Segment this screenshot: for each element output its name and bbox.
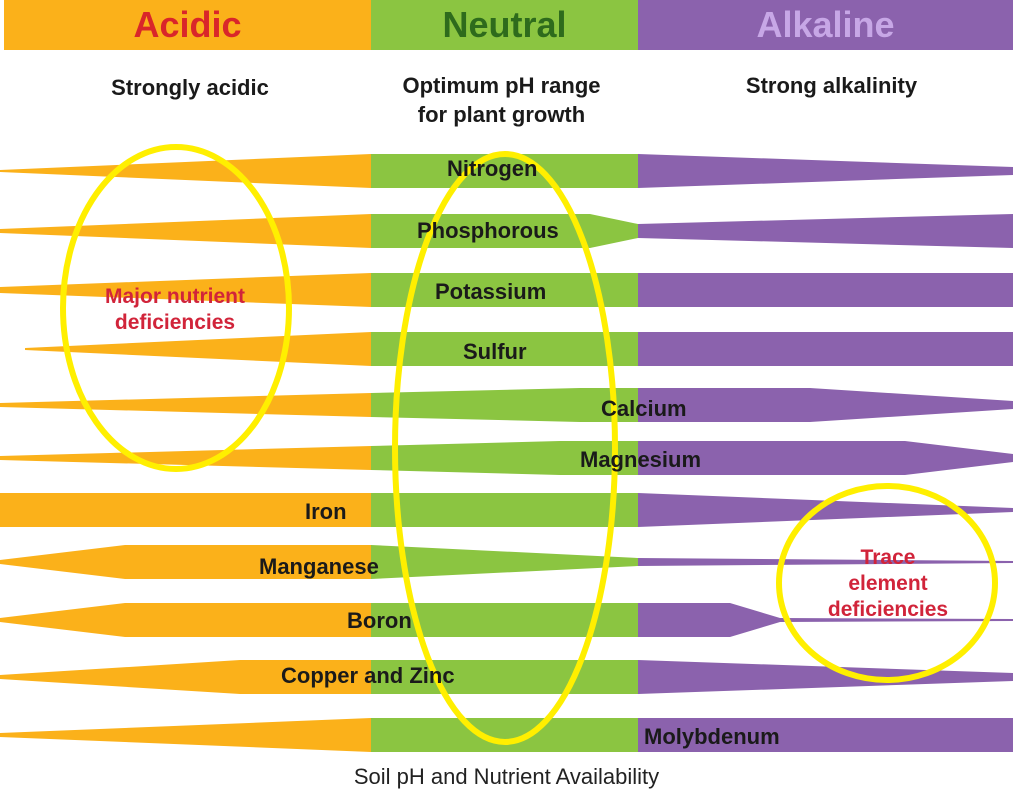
band-calcium-acidic bbox=[0, 393, 371, 417]
band-phosphorous-neutral bbox=[371, 214, 638, 248]
major-note-line1: Major nutrient bbox=[105, 285, 245, 308]
diagram-caption: Soil pH and Nutrient Availability bbox=[353, 764, 660, 789]
band-manganese-neutral bbox=[371, 545, 638, 579]
band-iron-alkaline bbox=[638, 493, 1013, 527]
band-sulfur-acidic bbox=[25, 332, 371, 366]
band-magnesium-alkaline bbox=[638, 441, 1013, 475]
nutrient-label-molybdenum: Molybdenum bbox=[644, 724, 780, 749]
band-boron-neutral bbox=[371, 603, 638, 637]
band-iron-neutral bbox=[371, 493, 638, 527]
band-calcium-alkaline bbox=[638, 388, 1013, 422]
alkaline-label: Alkaline bbox=[756, 4, 895, 45]
nutrient-label-calcium: Calcium bbox=[601, 396, 687, 421]
nutrient-label-phosphorous: Phosphorous bbox=[417, 218, 559, 243]
alkaline-description-text: Strong alkalinity bbox=[745, 73, 918, 98]
major-note-line2: deficiencies bbox=[114, 311, 236, 334]
alkaline-description: Strong alkalinity bbox=[690, 71, 973, 100]
nutrient-label-copper-zinc: Copper and Zinc bbox=[281, 663, 455, 688]
acidic-label: Acidic bbox=[133, 4, 242, 45]
neutral-description: Optimum pH range for plant growth bbox=[360, 71, 643, 129]
band-potassium-acidic bbox=[0, 273, 371, 307]
optimum-range-ring bbox=[392, 151, 618, 745]
nutrient-label-nitrogen: Nitrogen bbox=[447, 156, 538, 181]
band-nitrogen-neutral bbox=[371, 154, 638, 188]
nutrient-label-sulfur: Sulfur bbox=[463, 339, 527, 364]
neutral-label: Neutral bbox=[442, 4, 567, 45]
band-potassium-alkaline bbox=[638, 273, 1013, 307]
trace-note-line2: element bbox=[848, 572, 928, 595]
band-copper-and-zinc-alkaline bbox=[638, 660, 1013, 694]
nutrient-label-iron: Iron bbox=[305, 499, 347, 524]
acidic-description: Strongly acidic bbox=[40, 73, 340, 102]
neutral-description-line2: for plant growth bbox=[417, 102, 586, 127]
nutrient-label-manganese: Manganese bbox=[259, 554, 379, 579]
band-copper-and-zinc-acidic bbox=[0, 660, 371, 694]
neutral-description-line1: Optimum pH range bbox=[402, 73, 601, 98]
trace-note-line3: deficiencies bbox=[827, 598, 949, 621]
band-calcium-neutral bbox=[371, 388, 638, 422]
trace-deficiency-note: Trace element deficiencies bbox=[788, 545, 988, 623]
band-phosphorous-acidic bbox=[0, 214, 371, 248]
nutrient-label-potassium: Potassium bbox=[435, 279, 547, 304]
band-sulfur-neutral bbox=[371, 332, 638, 366]
band-molybdenum-alkaline bbox=[638, 718, 1013, 752]
band-manganese-alkaline bbox=[638, 558, 1013, 566]
band-boron-alkaline bbox=[638, 603, 1013, 637]
band-molybdenum-acidic bbox=[0, 718, 371, 752]
alkaline-header: Alkaline bbox=[638, 0, 1013, 50]
nutrient-label-magnesium: Magnesium bbox=[580, 447, 702, 472]
band-nitrogen-acidic bbox=[0, 154, 371, 188]
acidic-description-text: Strongly acidic bbox=[111, 75, 269, 100]
nutrient-label-boron: Boron bbox=[347, 608, 412, 633]
band-nitrogen-alkaline bbox=[638, 154, 1013, 188]
band-molybdenum-neutral bbox=[371, 718, 638, 752]
major-deficiency-note: Major nutrient deficiencies bbox=[70, 284, 280, 336]
band-phosphorous-alkaline bbox=[638, 214, 1013, 248]
band-potassium-neutral bbox=[371, 273, 638, 307]
band-magnesium-neutral bbox=[371, 441, 638, 475]
major-deficiency-ring bbox=[60, 144, 292, 472]
band-sulfur-alkaline bbox=[638, 332, 1013, 366]
acidic-header: Acidic bbox=[4, 0, 371, 50]
trace-note-line1: Trace bbox=[860, 546, 916, 569]
band-magnesium-acidic bbox=[0, 446, 371, 470]
band-boron-acidic bbox=[0, 603, 371, 637]
band-manganese-acidic bbox=[0, 545, 371, 579]
neutral-header: Neutral bbox=[371, 0, 638, 50]
trace-deficiency-ring bbox=[776, 483, 998, 683]
band-iron-acidic bbox=[0, 493, 371, 527]
